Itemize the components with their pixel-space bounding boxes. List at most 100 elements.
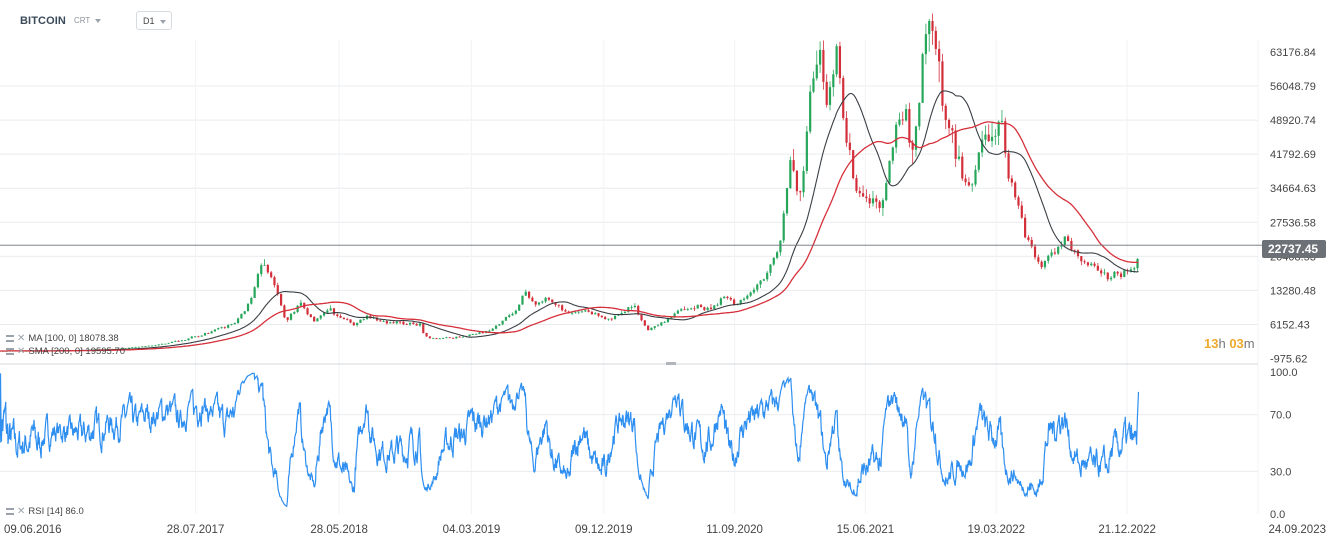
candle-body [782,213,785,241]
settings-icon[interactable] [6,347,14,355]
candle-body [1123,270,1126,278]
candle-body [1080,256,1083,262]
candle-body [379,320,382,322]
candle-body [451,337,455,339]
candle-body [537,302,541,305]
candle-body [438,338,441,340]
candle-body [574,312,577,314]
candle-body [875,198,878,202]
close-icon[interactable]: ✕ [17,346,26,357]
candle-body [1024,217,1027,238]
candle-body [981,139,984,153]
chevron-down-icon [159,19,166,24]
settings-icon[interactable] [6,507,14,515]
candle-body [990,136,994,142]
candle-body [756,284,759,290]
rsi-tick-label: 100.0 [1270,367,1298,379]
candle-body [673,313,676,318]
candle-body [617,314,620,316]
candle-body [151,345,154,347]
candle-body [594,313,597,315]
candle-body [1040,261,1043,268]
candle-body [858,190,861,194]
candle-body [759,280,762,285]
candle-body [650,327,653,331]
pane-resize-handle[interactable] [666,362,676,365]
candle-body [137,346,140,348]
candle-body [375,317,379,321]
candle-body [147,345,150,347]
candle-body [855,178,858,191]
candle-body [498,324,501,326]
candle-body [243,311,246,314]
rsi-tick-label: 70.0 [1270,410,1291,422]
candle-body [293,312,296,314]
candle-body [554,302,557,305]
candle-body [852,150,855,179]
candle-body [832,74,835,88]
candle-body [690,308,693,310]
time-tick-label: 09.06.2016 [4,524,62,536]
candle-body [329,308,332,311]
candle-body [217,328,220,330]
candle-countdown: 13h 03m [1204,336,1255,351]
ma100-legend-label: MA [100, 0] 18078.38 [28,333,119,344]
sma200-legend-label: SMA [200, 0] 19595.70 [28,346,126,357]
candle-body [693,308,696,310]
candle-body [686,309,689,310]
candle-body [362,318,365,320]
candle-body [971,184,974,186]
candle-body [141,346,144,348]
candle-body [481,332,484,334]
candle-body [382,321,385,322]
candle-body [1004,121,1007,154]
candle-body [332,308,336,315]
candle-body [359,319,362,323]
candle-body [610,318,613,320]
candle-body [408,322,412,325]
candle-body [518,304,521,311]
candle-body [273,277,276,286]
candle-body [174,341,177,342]
candle-body [1066,236,1070,242]
candle-body [1116,271,1119,274]
candle-body [1100,270,1103,274]
candle-body [630,307,633,308]
candle-body [220,327,223,329]
candle-body [187,338,190,341]
candle-body [977,152,980,170]
candle-body [445,337,448,339]
close-icon[interactable]: ✕ [17,506,26,517]
candle-body [531,297,534,302]
rsi-line [0,372,1140,508]
candle-body [319,315,322,319]
chart-type-select[interactable]: CRT [74,16,102,25]
candle-body [1113,271,1116,278]
time-tick-label: 21.12.2022 [1098,524,1156,536]
candle-body [1043,260,1047,268]
candle-body [190,336,193,339]
candle-body [742,298,746,300]
candle-body [491,328,494,331]
candle-body [385,321,388,324]
close-icon[interactable]: ✕ [17,333,26,344]
candle-body [752,289,756,293]
candle-body [951,128,954,131]
candle-body [164,343,167,345]
settings-icon[interactable] [6,334,14,342]
timeframe-select[interactable]: D1 [136,11,172,30]
symbol-label[interactable]: BITCOIN [20,15,66,27]
price-tick-label: 48920.74 [1270,115,1316,127]
candle-body [157,344,160,346]
candle-body [547,297,551,300]
candle-body [240,313,243,319]
candle-body [683,309,686,311]
candle-body [640,314,643,321]
candle-body [660,322,663,326]
candle-body [818,49,822,65]
rsi-legend-label: RSI [14] 86.0 [28,506,84,517]
candle-body [1007,153,1010,179]
candle-body [709,307,713,309]
candle-body [637,305,640,315]
